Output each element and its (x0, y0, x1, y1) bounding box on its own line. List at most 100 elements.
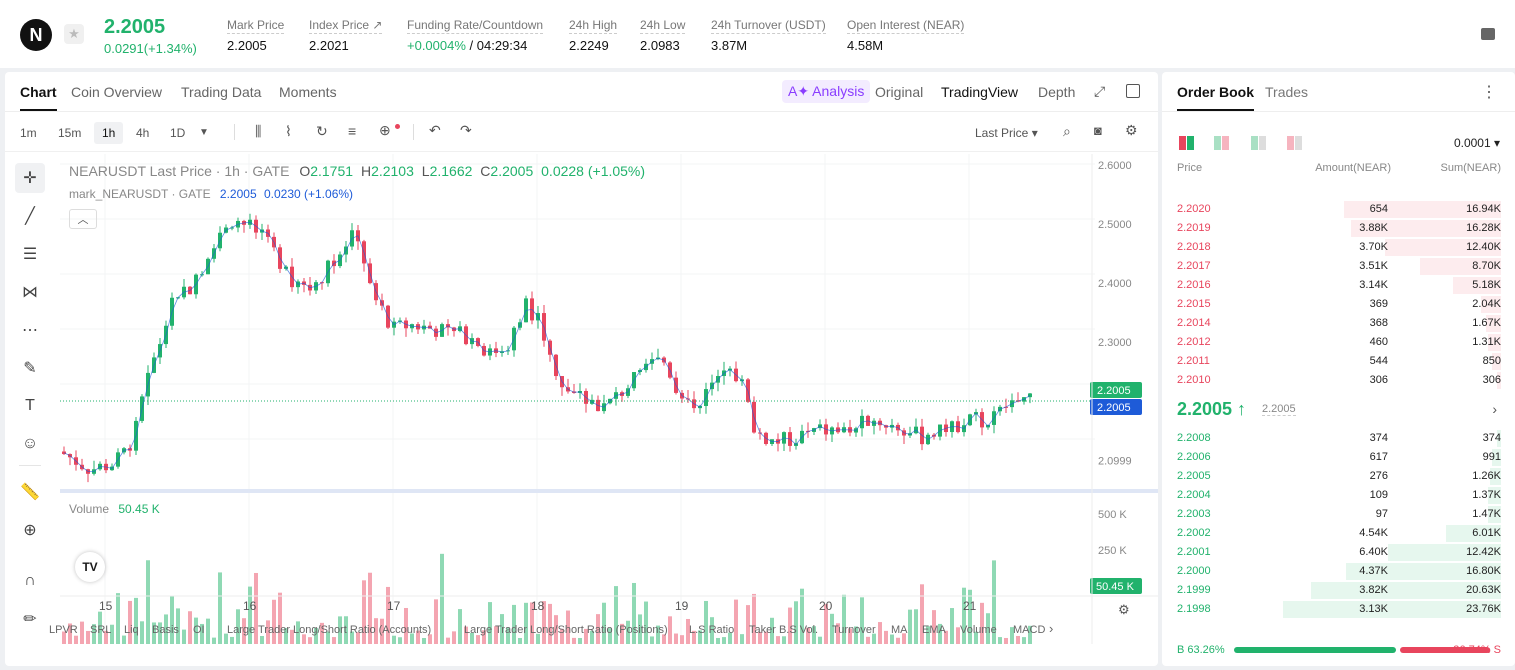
orderbook-row[interactable]: 2.2016 3.14K 5.18K (1177, 276, 1501, 295)
tab-moments[interactable]: Moments (279, 84, 337, 100)
camera-icon[interactable]: ◙ (1094, 123, 1102, 138)
orderbook-row[interactable]: 2.2012 460 1.31K (1177, 333, 1501, 352)
orderbook-row[interactable]: 2.2011 544 850 (1177, 352, 1501, 371)
volume-bar (128, 600, 132, 644)
legend-h-label: H (360, 163, 372, 179)
orderbook-row[interactable]: 2.1999 3.82K 20.63K (1177, 581, 1501, 600)
timeframe-15m[interactable]: 15m (58, 126, 82, 140)
tradingview-logo[interactable]: TV (75, 552, 105, 582)
orderbook-row[interactable]: 2.2001 6.40K 12.42K (1177, 543, 1501, 562)
orderbook-row[interactable]: 2.2015 369 2.04K (1177, 295, 1501, 314)
orderbook-row[interactable]: 2.2010 306 306 (1177, 371, 1501, 390)
candlestick-chart[interactable]: 2.6000 2.5000 2.4000 2.3000 2.0999 2.2005 2.20… (60, 154, 1158, 666)
text-icon[interactable]: T (25, 397, 35, 414)
book-icon[interactable] (1481, 28, 1495, 40)
brush-icon[interactable]: ✎ (23, 360, 37, 377)
orderbook-row[interactable]: 2.2000 4.37K 16.80K (1177, 562, 1501, 581)
price-type-select[interactable]: Last Price ▾ (975, 126, 1038, 140)
zoom-in-icon[interactable]: ⊕ (23, 522, 37, 539)
fib-icon[interactable]: ⋯ (22, 322, 38, 339)
view-both-alt-icon[interactable] (1214, 136, 1230, 150)
tab-trading-data[interactable]: Trading Data (181, 84, 262, 100)
ai-analysis-button[interactable]: A✦ Analysis (782, 80, 871, 103)
orderbook-row[interactable]: 2.1998 3.13K 23.76K (1177, 600, 1501, 619)
expand-icon[interactable]: ⤢ (1094, 83, 1106, 99)
indicator-ema[interactable]: EMA (922, 624, 946, 636)
magnet-icon[interactable]: ∩ (24, 572, 36, 589)
indicator-volume[interactable]: Volume (960, 624, 997, 636)
orderbook-row[interactable]: 2.2017 3.51K 8.70K (1177, 257, 1501, 276)
templates-icon[interactable]: ≡ (348, 123, 357, 139)
orderbook-row[interactable]: 2.2020 654 16.94K (1177, 200, 1501, 219)
add-indicator-icon[interactable]: ⊕ (379, 122, 391, 138)
orderbook-row[interactable]: 2.2019 3.88K 16.28K (1177, 219, 1501, 238)
chart-panel: Chart Coin Overview Trading Data Moments… (5, 72, 1158, 666)
orderbook-row[interactable]: 2.2004 109 1.37K (1177, 486, 1501, 505)
indicator-taker-b-s-vol-[interactable]: Taker B.S Vol. (749, 624, 819, 636)
indicator-macd[interactable]: MACD (1013, 624, 1046, 636)
undo-icon[interactable]: ↶ (429, 122, 441, 138)
candle-type-icon[interactable]: ⫼ (255, 123, 262, 139)
timeframe-dropdown-icon[interactable]: ▼ (199, 127, 209, 138)
view-tradingview[interactable]: TradingView (941, 84, 1019, 100)
timeframe-1h[interactable]: 1h (94, 122, 124, 144)
orderbook-row[interactable]: 2.2014 368 1.67K (1177, 314, 1501, 333)
tab-order-book[interactable]: Order Book (1177, 84, 1255, 111)
tab-chart[interactable]: Chart (20, 84, 57, 111)
orderbook-row[interactable]: 2.2002 4.54K 6.01K (1177, 524, 1501, 543)
volume-bar (242, 618, 246, 644)
settings-gear-icon[interactable]: ⚙ (1125, 122, 1138, 138)
volume-bar (650, 636, 654, 644)
view-original[interactable]: Original (875, 84, 924, 100)
timeframe-1m[interactable]: 1m (20, 126, 37, 140)
trend-line-icon[interactable]: ╱ (25, 208, 35, 225)
pencil-lock-icon[interactable]: ✏ (23, 611, 37, 628)
crosshair-icon[interactable]: ✛ (15, 163, 45, 193)
ruler-icon[interactable]: 📏 (20, 484, 40, 501)
indicator-srl[interactable]: SRL (90, 624, 112, 636)
indicator-lpvr[interactable]: LPVR (49, 624, 78, 636)
search-icon[interactable]: ⌕ (1063, 123, 1071, 139)
more-options-icon[interactable]: ⋮ (1481, 84, 1497, 101)
indicator-scroll-right-icon[interactable]: › (1049, 621, 1054, 636)
indicator-large-trader-long-short-ratio-accounts-[interactable]: Large Trader Long/Short Ratio (Accounts) (227, 624, 432, 636)
replay-icon[interactable]: ↻ (316, 123, 328, 139)
view-depth[interactable]: Depth (1038, 84, 1076, 100)
favorite-star-icon[interactable]: ★ (64, 24, 84, 44)
orderbook-row[interactable]: 2.2008 374 374 (1177, 429, 1501, 448)
orderbook-row[interactable]: 2.2006 617 991 (1177, 448, 1501, 467)
price-axis-label: 2.0999 (1098, 455, 1132, 467)
view-bids-icon[interactable] (1251, 136, 1267, 150)
stat-index-price[interactable]: Index Price ↗ 2.2021 (309, 18, 383, 53)
emoji-icon[interactable]: ☺ (21, 435, 39, 452)
indicator-large-trader-long-short-ratio-positions-[interactable]: Large Trader Long/Short Ratio (Positions… (464, 624, 668, 636)
volume-bar (794, 601, 798, 644)
horizontal-lines-icon[interactable]: ☰ (22, 246, 38, 263)
indicators-icon[interactable]: ⌇ (285, 123, 292, 139)
indicator-turnover[interactable]: Turnover (832, 624, 876, 636)
timeframe-4h[interactable]: 4h (136, 126, 150, 140)
orderbook-row[interactable]: 2.2018 3.70K 12.40K (1177, 238, 1501, 257)
tab-coin-overview[interactable]: Coin Overview (71, 84, 163, 100)
orderbook-row[interactable]: 2.2005 276 1.26K (1177, 467, 1501, 486)
tab-trades[interactable]: Trades (1265, 84, 1309, 100)
orderbook-row[interactable]: 2.2003 97 1.47K (1177, 505, 1501, 524)
view-asks-icon[interactable] (1287, 136, 1303, 150)
indicator-basis[interactable]: Basis (152, 624, 179, 636)
indicator-ma[interactable]: MA (891, 624, 908, 636)
row-price: 2.1999 (1177, 584, 1211, 596)
indicator-liq[interactable]: Liq (124, 624, 139, 636)
volume-bar (1004, 637, 1008, 644)
volume-bar (692, 630, 696, 644)
legend-collapse-button[interactable]: ︿ (69, 209, 97, 229)
chevron-right-icon[interactable]: › (1492, 401, 1497, 417)
volume-bar (434, 599, 438, 644)
tick-size-select[interactable]: 0.0001 ▾ (1453, 136, 1500, 150)
pattern-icon[interactable]: ⋈ (22, 284, 38, 301)
view-both-icon[interactable] (1179, 136, 1195, 150)
window-icon[interactable] (1126, 84, 1140, 98)
timeframe-1d[interactable]: 1D (170, 126, 186, 140)
indicator-l-s-ratio[interactable]: L.S Ratio (689, 624, 735, 636)
indicator-oi[interactable]: OI (193, 624, 205, 636)
redo-icon[interactable]: ↷ (460, 122, 472, 138)
